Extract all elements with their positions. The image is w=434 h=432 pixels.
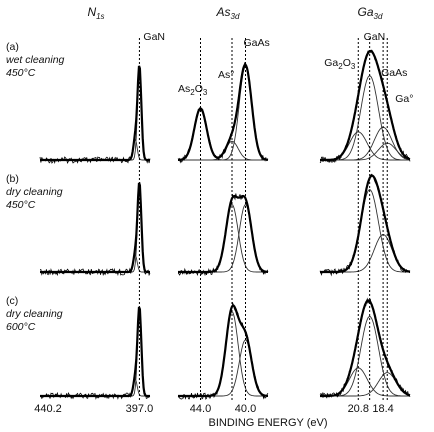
fit-envelope-N1s-2 xyxy=(40,306,150,398)
row-label-1: (b) xyxy=(6,173,19,185)
column-titles: N1s As3d Ga3d xyxy=(87,5,383,21)
fit-envelope-As3d-2 xyxy=(178,304,268,398)
fit-envelope-Ga3d-1 xyxy=(320,174,411,274)
peak-label-Ga3d-3: Ga° xyxy=(395,93,413,105)
fit-envelope-As3d-0 xyxy=(178,63,269,161)
tick-label-N1s-1: 397.0 xyxy=(126,403,154,415)
peak-label-Ga3d-1: Ga2O3 xyxy=(324,57,356,71)
fit-envelope-N1s-1 xyxy=(40,182,150,274)
column-title-Ga3d: Ga3d xyxy=(358,5,383,21)
component-curve-Ga3d-0-2 xyxy=(320,126,411,161)
spectra-panels xyxy=(39,49,411,400)
component-curve-As3d-1-1 xyxy=(178,204,268,273)
component-curve-Ga3d-1-2 xyxy=(320,234,411,273)
component-curve-Ga3d-2-1 xyxy=(320,316,410,397)
fit-envelope-Ga3d-2 xyxy=(320,299,411,398)
fit-envelope-As3d-1 xyxy=(178,194,268,274)
component-curve-Ga3d-0-3 xyxy=(320,142,411,161)
peak-label-As3d-1: As° xyxy=(218,69,234,81)
row-cond-0: wet cleaning xyxy=(6,54,65,66)
tick-label-N1s-0: 440.2 xyxy=(34,403,62,415)
peak-label-As3d-0: GaAs xyxy=(244,37,270,49)
tick-label-Ga3d-1: 18.4 xyxy=(372,403,393,415)
raw-spectrum-As3d-2 xyxy=(177,301,269,400)
component-curve-As3d-1-2 xyxy=(178,204,268,273)
fit-envelope-N1s-0 xyxy=(40,65,150,162)
peak-label-N1s-0: GaN xyxy=(143,31,165,43)
component-curve-Ga3d-2-3 xyxy=(320,372,411,397)
component-curve-Ga3d-0-1 xyxy=(320,75,410,161)
peak-labels: GaN GaAs As° As2O3 GaN Ga2O3 GaAs Ga° xyxy=(143,31,413,105)
reference-lines xyxy=(138,38,388,402)
row-temp-1: 450°C xyxy=(6,199,36,211)
fit-envelope-Ga3d-0 xyxy=(320,49,411,162)
tick-label-Ga3d-0: 20.8 xyxy=(348,403,369,415)
component-curve-As3d-2-1 xyxy=(178,311,268,397)
column-title-N1s: N1s xyxy=(87,5,104,21)
raw-spectrum-As3d-1 xyxy=(177,193,269,277)
peak-label-Ga3d-0: GaN xyxy=(364,31,386,43)
row-cond-1: dry cleaning xyxy=(6,186,63,198)
x-axis-label: BINDING ENERGY (eV) xyxy=(209,417,328,429)
row-temp-0: 450°C xyxy=(6,67,36,79)
column-title-As3d: As3d xyxy=(216,5,240,21)
row-temp-2: 600°C xyxy=(6,321,36,333)
row-cond-2: dry cleaning xyxy=(6,308,63,320)
tick-label-As3d-1: 40.0 xyxy=(235,403,256,415)
peak-label-As3d-2: As2O3 xyxy=(178,83,208,97)
tick-label-As3d-0: 44.0 xyxy=(190,403,211,415)
x-tick-labels: 440.2 397.0 44.0 40.0 20.8 18.4 xyxy=(34,403,394,415)
row-label-0: (a) xyxy=(6,41,19,53)
peak-label-Ga3d-2: GaAs xyxy=(381,67,407,79)
row-label-2: (c) xyxy=(6,295,18,307)
